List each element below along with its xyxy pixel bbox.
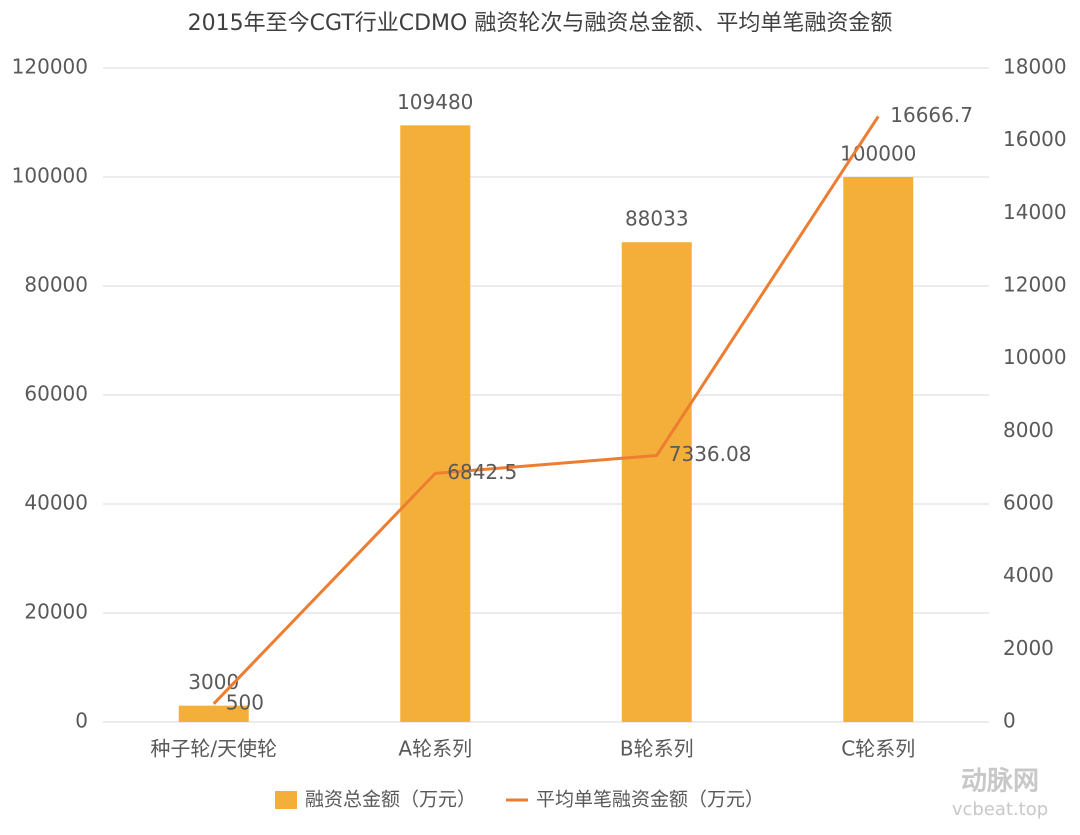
y2-tick-label: 8000	[1003, 418, 1054, 442]
bar-value-label: 109480	[397, 90, 473, 114]
bar	[178, 705, 249, 722]
y-tick-label: 20000	[24, 600, 88, 624]
y-tick-label: 40000	[24, 491, 88, 515]
y2-tick-label: 0	[1003, 709, 1016, 733]
line	[212, 115, 880, 705]
legend-label: 平均单笔融资金额（万元）	[536, 789, 764, 811]
line-value-label: 6842.5	[447, 460, 517, 484]
chart-title: 2015年至今CGT行业CDMO 融资轮次与融资总金额、平均单笔融资金额	[188, 11, 893, 36]
bar	[400, 125, 471, 723]
y-tick-label: 80000	[24, 273, 88, 297]
y2-tick-label: 14000	[1003, 200, 1067, 224]
bar-value-label: 88033	[625, 207, 689, 231]
y-tick-label: 100000	[12, 164, 88, 188]
legend-swatch	[275, 791, 297, 809]
y2-tick-label: 10000	[1003, 345, 1067, 369]
line-value-label: 500	[226, 690, 264, 714]
y2-tick-label: 16000	[1003, 127, 1067, 151]
x-tick-label: A轮系列	[398, 737, 472, 761]
bar	[621, 242, 692, 722]
y2-tick-label: 6000	[1003, 491, 1054, 515]
y-tick-label: 60000	[24, 382, 88, 406]
bar-value-label: 100000	[840, 142, 916, 166]
y2-tick-label: 2000	[1003, 636, 1054, 660]
watermark: vcbeat.top	[952, 799, 1048, 820]
legend-label: 融资总金额（万元）	[305, 789, 476, 811]
bar	[843, 177, 914, 722]
line-value-label: 7336.08	[669, 442, 752, 466]
bar-value-label: 3000	[188, 670, 239, 694]
y-tick-label: 0	[75, 709, 88, 733]
watermark: 动脉网	[961, 767, 1039, 797]
y-tick-label: 120000	[12, 55, 88, 79]
line-value-label: 16666.7	[890, 103, 973, 127]
x-tick-label: C轮系列	[841, 737, 915, 761]
x-tick-label: 种子轮/天使轮	[150, 737, 277, 761]
x-tick-label: B轮系列	[620, 737, 694, 761]
y2-tick-label: 18000	[1003, 55, 1067, 79]
y2-tick-label: 12000	[1003, 273, 1067, 297]
y2-tick-label: 4000	[1003, 563, 1054, 587]
